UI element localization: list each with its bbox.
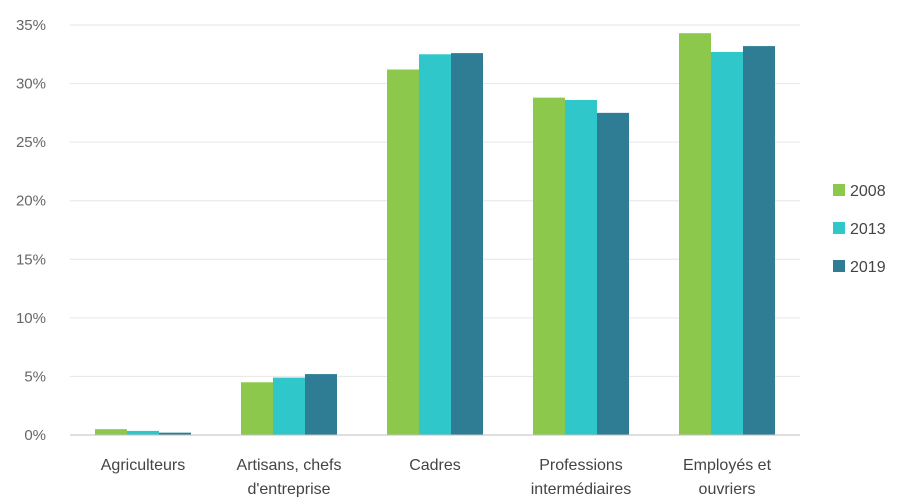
y-tick-label: 15% bbox=[16, 251, 46, 268]
bar-2008 bbox=[679, 33, 711, 435]
x-category-label: Agriculteurs bbox=[101, 457, 185, 474]
y-tick-label: 25% bbox=[16, 134, 46, 151]
y-axis-ticks: 0% 5% 10% 15% 20% 25% 30% 35% bbox=[16, 17, 46, 444]
bar-2013 bbox=[711, 51, 743, 435]
bar-2019 bbox=[743, 46, 775, 435]
bars bbox=[95, 33, 775, 436]
legend-swatch bbox=[833, 222, 845, 234]
bar-2019 bbox=[597, 112, 629, 435]
x-category-label: Artisans, chefs d'entreprise bbox=[237, 457, 342, 497]
bar-2013 bbox=[565, 99, 597, 435]
y-tick-label: 30% bbox=[16, 76, 46, 93]
bar-2019 bbox=[159, 432, 191, 435]
bar-2019 bbox=[451, 53, 483, 435]
bar-2008 bbox=[241, 382, 273, 435]
bar-2013 bbox=[273, 377, 305, 435]
x-category-label: Cadres bbox=[409, 457, 461, 474]
legend-swatch bbox=[833, 260, 845, 272]
y-tick-label: 10% bbox=[16, 310, 46, 327]
legend-label: 2008 bbox=[850, 183, 886, 200]
bar-2008 bbox=[533, 97, 565, 435]
y-tick-label: 20% bbox=[16, 193, 46, 210]
legend: 2008 2013 2019 bbox=[833, 183, 886, 276]
x-axis-labels: Agriculteurs Artisans, chefs d'entreprise C… bbox=[101, 457, 772, 497]
bar-2019 bbox=[305, 374, 337, 435]
x-category-label: Employés et ouvriers bbox=[683, 457, 772, 497]
legend-label: 2013 bbox=[850, 221, 886, 238]
x-category-label: Professions intermédiaires bbox=[531, 457, 631, 497]
y-tick-label: 5% bbox=[24, 368, 46, 385]
y-tick-label: 35% bbox=[16, 17, 46, 34]
bar-2013 bbox=[419, 54, 451, 436]
legend-label: 2019 bbox=[850, 259, 886, 276]
bar-2013 bbox=[127, 430, 159, 435]
legend-swatch bbox=[833, 184, 845, 196]
bar-2008 bbox=[95, 429, 127, 435]
y-tick-label: 0% bbox=[24, 427, 46, 444]
bar-2008 bbox=[387, 69, 419, 435]
